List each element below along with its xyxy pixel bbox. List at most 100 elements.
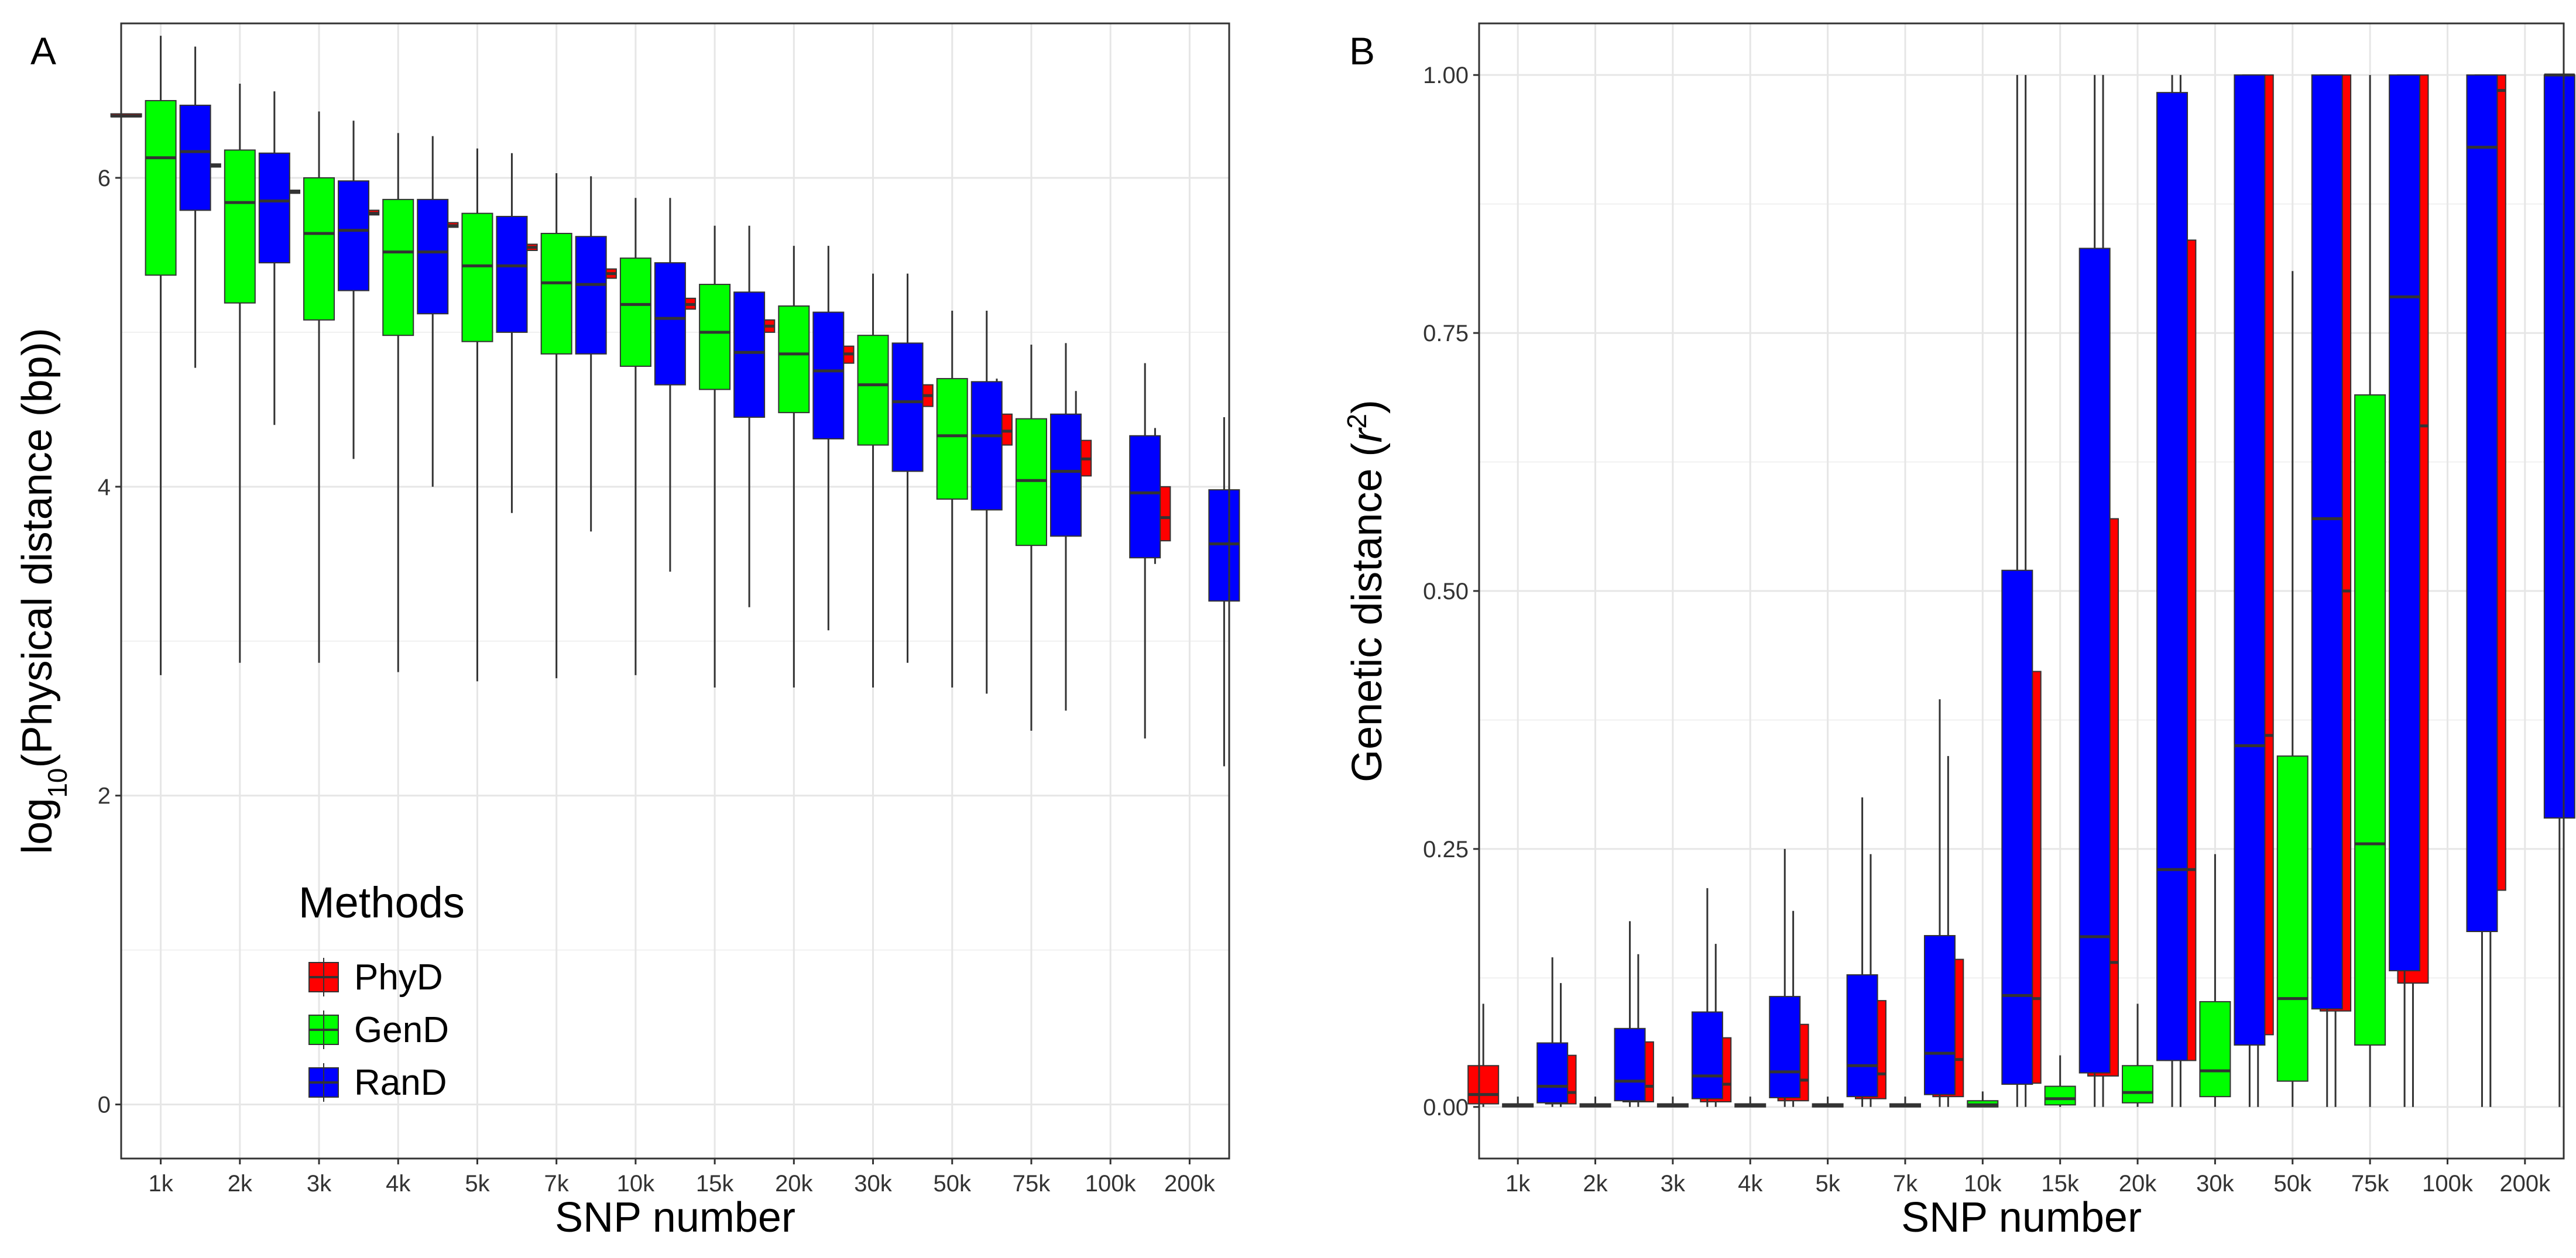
box-rand-2k [1614, 921, 1646, 1107]
box-gend-3k [303, 111, 335, 663]
box-rand-200k [2543, 73, 2575, 1107]
box-body [733, 291, 766, 418]
box-rand-30k [2234, 74, 2266, 1107]
x-axis-title: SNP number [555, 1194, 795, 1241]
box-body [2156, 92, 2189, 1061]
x-tick-label: 1k [148, 1171, 173, 1197]
box-gend-4k [1734, 1097, 1767, 1108]
x-tick-label: 10k [1964, 1171, 2002, 1197]
box-body [496, 215, 528, 333]
x-axis-title: SNP number [1901, 1194, 2142, 1241]
box-body [857, 335, 889, 446]
box-rand-4k [1769, 848, 1801, 1107]
x-tick-label: 75k [2351, 1171, 2389, 1197]
box-rand-15k [733, 225, 766, 607]
x-tick-label: 50k [934, 1171, 972, 1197]
y-tick-label: 0 [98, 1092, 111, 1118]
box-body [812, 311, 845, 440]
box-rand-1k [179, 46, 211, 368]
box-rand-50k [2311, 74, 2343, 1107]
y-axis-title-part: log [14, 798, 61, 854]
x-tick-label: 7k [1893, 1171, 1918, 1197]
box-body [303, 177, 335, 321]
x-tick-label: 15k [696, 1171, 734, 1197]
box-phyd-1k [110, 113, 142, 118]
x-tick-label: 200k [2499, 1171, 2551, 1197]
box-gend-20k [778, 246, 810, 688]
x-tick-label: 7k [544, 1171, 570, 1197]
panel-letter: A [30, 29, 56, 73]
y-axis-title: Genetic distance (r2) [1342, 400, 1391, 782]
x-tick-label: 3k [1661, 1171, 1686, 1197]
box-rand-10k [654, 198, 686, 572]
x-tick-label: 30k [2196, 1171, 2234, 1197]
y-tick-label: 0.75 [1423, 321, 1469, 346]
box-body [2389, 74, 2421, 972]
x-tick-label: 10k [617, 1171, 655, 1197]
box-body [2001, 569, 2033, 1085]
box-body [179, 104, 211, 211]
x-tick-label: 2k [1583, 1171, 1608, 1197]
x-tick-label: 50k [2274, 1171, 2312, 1197]
legend-title: Methods [299, 878, 465, 927]
box-body [1049, 413, 1082, 537]
box-body [2234, 74, 2266, 1046]
x-tick-label: 5k [465, 1171, 490, 1197]
box-body [461, 212, 493, 342]
box-body [1015, 418, 1047, 546]
box-body [2543, 74, 2575, 819]
y-axis-title-part: Genetic distance ( [1344, 443, 1391, 782]
box-rand-1k [1536, 957, 1569, 1107]
box-body [1846, 974, 1878, 1098]
box-body [970, 381, 1003, 511]
y-tick-label: 6 [98, 166, 111, 191]
box-body [2466, 74, 2498, 933]
box-body [338, 180, 370, 291]
box-body [699, 284, 731, 390]
box-gend-7k [540, 173, 572, 679]
x-tick-label: 20k [2119, 1171, 2157, 1197]
box-phyd-1k [1467, 1003, 1500, 1107]
box-rand-200k [1208, 417, 1240, 767]
box-gend-2k [1579, 1097, 1611, 1108]
panel-a: A 0 2 4 6 1k 2k 3k 4k 5k 7k 10k 15k 20k 30k 50k 75k 100k 2… [14, 22, 1240, 1241]
box-body [2311, 74, 2343, 1010]
box-body [575, 236, 607, 355]
x-tick-label: 100k [1085, 1171, 1137, 1197]
y-tick-label: 0.00 [1423, 1095, 1469, 1120]
box-body [1614, 1027, 1646, 1102]
box-body [2078, 248, 2111, 1074]
legend-label-gend: GenD [354, 1010, 449, 1050]
y-axis-title-part: ) [1344, 400, 1391, 414]
box-gend-10k [1967, 1091, 1999, 1108]
box-body [619, 257, 651, 367]
box-body [1467, 1065, 1500, 1105]
y-axis-title-part: r [1344, 427, 1391, 443]
box-body [540, 232, 572, 355]
box-gend-20k [2122, 1003, 2154, 1107]
box-gend-2k [224, 83, 256, 663]
y-tick-label: 0.50 [1423, 579, 1469, 604]
box-rand-100k [2466, 74, 2498, 1107]
box-body [258, 152, 290, 264]
y-axis-title: log10(Physical distance (bp)) [14, 328, 73, 854]
box-gend-1k [145, 36, 177, 675]
x-tick-label: 5k [1815, 1171, 1840, 1197]
box-gend-5k [1812, 1097, 1844, 1108]
box-body [1536, 1042, 1569, 1104]
box-rand-20k [2156, 75, 2189, 1107]
box-body [1691, 1011, 1723, 1099]
box-gend-50k [2276, 271, 2309, 1107]
box-body [2199, 1001, 2231, 1098]
box-body [382, 198, 414, 336]
box-rand-2k [258, 91, 290, 425]
box-body [1129, 435, 1161, 559]
box-rand-5k [1846, 797, 1878, 1107]
box-gend-7k [1889, 1097, 1921, 1108]
box-rand-75k [1049, 343, 1082, 711]
box-rand-4k [417, 136, 449, 487]
box-body [936, 378, 968, 500]
panel-border [120, 22, 1230, 1160]
box-body [417, 198, 449, 315]
